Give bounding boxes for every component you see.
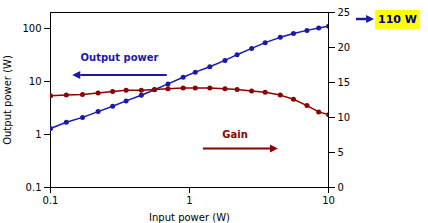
svg-text:10: 10 xyxy=(29,76,42,87)
svg-text:25: 25 xyxy=(338,7,351,18)
svg-text:Gain: Gain xyxy=(222,129,248,140)
svg-text:5: 5 xyxy=(338,147,344,158)
svg-text:10: 10 xyxy=(322,195,335,206)
svg-text:110 W: 110 W xyxy=(378,13,417,26)
svg-text:Output power (W): Output power (W) xyxy=(2,55,13,145)
svg-text:1: 1 xyxy=(186,195,192,206)
svg-text:0: 0 xyxy=(338,182,344,193)
svg-text:20: 20 xyxy=(338,42,351,53)
svg-text:0.1: 0.1 xyxy=(43,195,59,206)
svg-text:100: 100 xyxy=(22,23,41,34)
svg-text:15: 15 xyxy=(338,77,351,88)
svg-text:0.1: 0.1 xyxy=(26,182,42,193)
svg-text:1: 1 xyxy=(35,129,41,140)
svg-text:Output power: Output power xyxy=(81,52,159,63)
svg-text:Input power (W): Input power (W) xyxy=(149,212,230,223)
svg-text:10: 10 xyxy=(338,112,351,123)
